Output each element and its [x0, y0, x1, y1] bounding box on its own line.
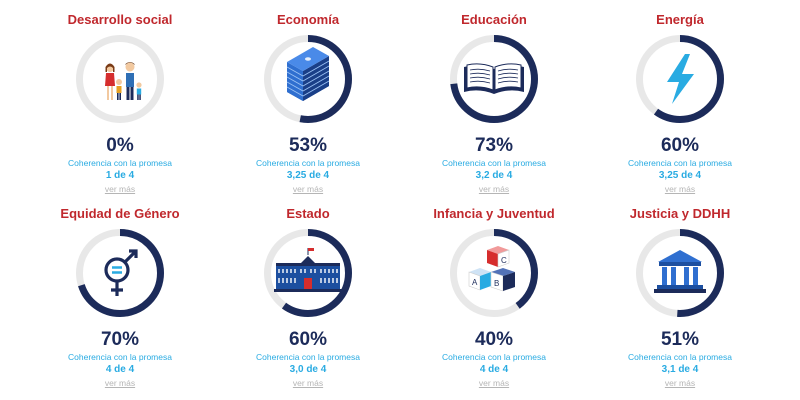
progress-ring: C A B [450, 229, 538, 317]
progress-ring [264, 229, 352, 317]
coherence-percent: 51% [660, 329, 700, 350]
score-value: 3,2 de 4 [475, 170, 513, 181]
ver-mas-link[interactable]: ver más [478, 378, 510, 388]
card-title: Economía [276, 12, 340, 27]
government-palace-icon [274, 248, 342, 292]
card-title: Estado [286, 206, 330, 221]
svg-text:B: B [494, 279, 499, 288]
score-value: 3,1 de 4 [661, 364, 699, 375]
ver-mas-link[interactable]: ver más [292, 378, 324, 388]
money-stack-icon [286, 47, 330, 101]
card-title: Energía [656, 12, 704, 27]
score-value: 3,25 de 4 [658, 170, 702, 181]
progress-ring [76, 229, 164, 317]
progress-ring [636, 229, 724, 317]
card-desarrollo-social: Desarrollo social [27, 0, 213, 194]
score-value: 1 de 4 [105, 170, 135, 181]
coherence-label: Coherencia con la promesa [628, 352, 732, 362]
coherence-percent: 70% [100, 329, 140, 350]
coherence-label: Coherencia con la promesa [442, 352, 546, 362]
progress-ring [76, 35, 164, 123]
coherence-percent: 0% [106, 135, 134, 156]
progress-ring [450, 35, 538, 123]
lightning-icon [667, 54, 694, 104]
card-energia: Energía 60% Coherencia con la promesa 3,… [587, 0, 773, 194]
ver-mas-link[interactable]: ver más [104, 378, 136, 388]
coherence-percent: 53% [288, 135, 328, 156]
coherence-percent: 40% [474, 329, 514, 350]
score-value: 4 de 4 [105, 364, 135, 375]
coherence-percent: 60% [660, 135, 700, 156]
svg-text:A: A [472, 278, 478, 287]
ver-mas-link[interactable]: ver más [292, 184, 324, 194]
coherence-label: Coherencia con la promesa [68, 158, 172, 168]
card-equidad-de-genero: Equidad de Género 70% Coherencia con la … [27, 194, 213, 388]
card-title: Desarrollo social [67, 12, 173, 27]
card-title: Educación [461, 12, 527, 27]
card-educacion: Educación 73% Coherencia con la promesa … [401, 0, 587, 194]
courthouse-icon [654, 250, 706, 293]
progress-ring [264, 35, 352, 123]
coherence-label: Coherencia con la promesa [256, 158, 360, 168]
family-icon [105, 62, 142, 100]
coherence-label: Coherencia con la promesa [628, 158, 732, 168]
card-title: Equidad de Género [60, 206, 180, 221]
ver-mas-link[interactable]: ver más [664, 378, 696, 388]
card-economia: Economía 53% Coherencia con la promesa 3… [215, 0, 401, 194]
score-value: 3,25 de 4 [286, 170, 330, 181]
open-book-icon [464, 63, 524, 94]
svg-text:C: C [501, 256, 507, 265]
ver-mas-link[interactable]: ver más [104, 184, 136, 194]
card-title: Infancia y Juventud [433, 206, 555, 221]
ver-mas-link[interactable]: ver más [664, 184, 696, 194]
coherence-label: Coherencia con la promesa [68, 352, 172, 362]
progress-ring [636, 35, 724, 123]
card-infancia-y-juventud: Infancia y Juventud C A B [401, 194, 587, 388]
ver-mas-link[interactable]: ver más [478, 184, 510, 194]
score-value: 3,0 de 4 [289, 364, 327, 375]
card-justicia-y-ddhh: Justicia y DDHH 51% Coherencia con la pr… [587, 194, 773, 388]
abc-blocks-icon: C A B [468, 246, 515, 292]
coherence-percent: 60% [288, 329, 328, 350]
coherence-label: Coherencia con la promesa [442, 158, 546, 168]
score-value: 4 de 4 [479, 364, 509, 375]
card-estado: Estado 60% Coherencia con la promesa 3,0… [215, 194, 401, 388]
coherence-label: Coherencia con la promesa [256, 352, 360, 362]
gender-equality-icon [104, 249, 138, 296]
coherence-percent: 73% [474, 135, 514, 156]
card-title: Justicia y DDHH [629, 206, 731, 221]
